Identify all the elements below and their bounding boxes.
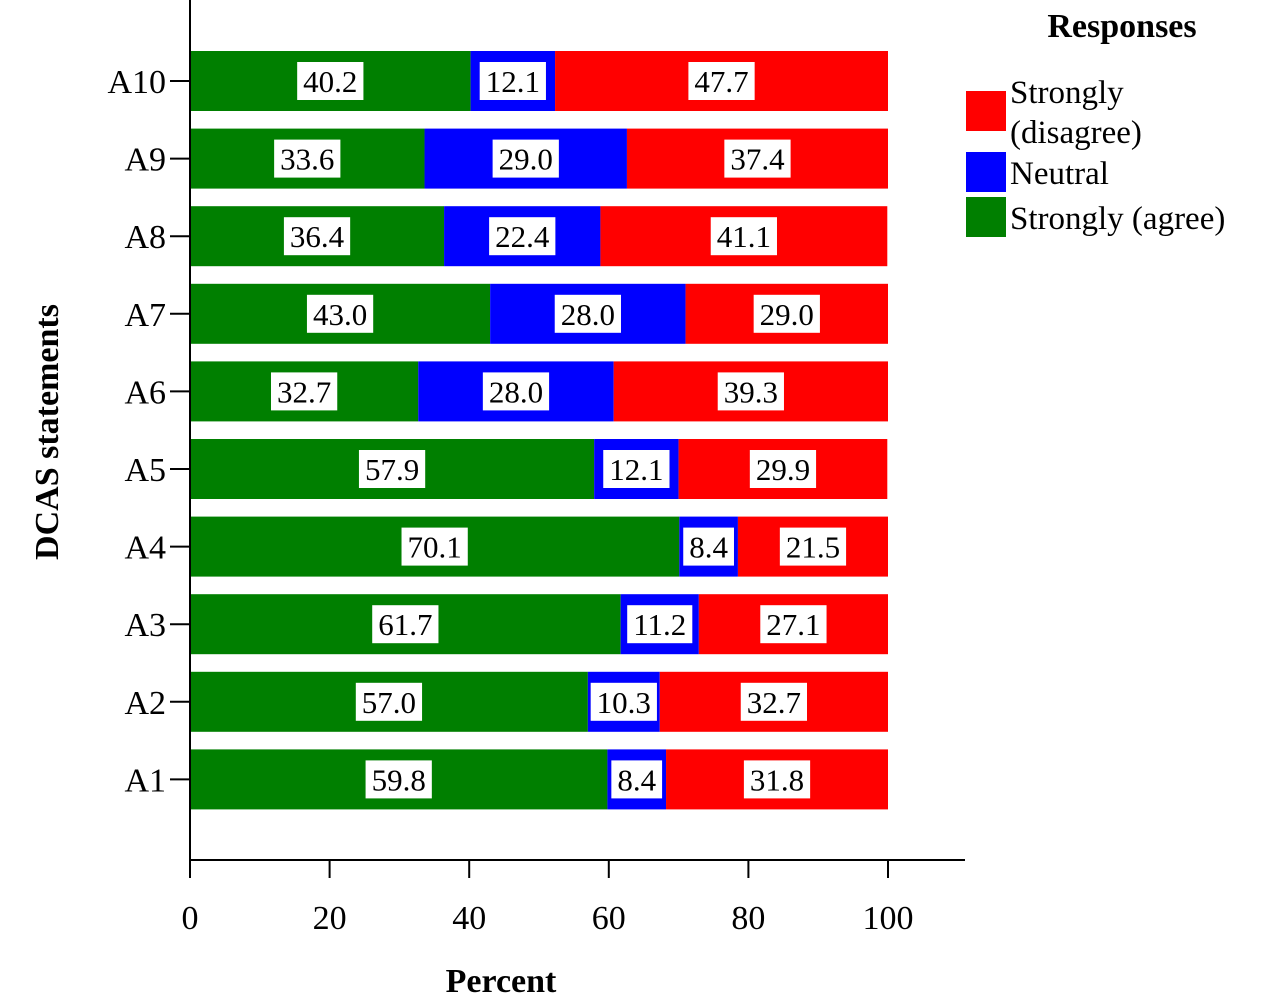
y-tick-label: A8 <box>124 219 166 256</box>
bars-group <box>190 51 888 810</box>
bar-label: 29.9 <box>756 452 810 487</box>
bar-label-box <box>710 217 777 256</box>
bar-label-box <box>590 682 657 721</box>
bar-label-box <box>355 682 423 721</box>
y-tick-label: A7 <box>124 297 166 334</box>
bar-label: 8.4 <box>617 762 656 797</box>
legend: Responses Strongly (disagree) Neutral Stron… <box>966 8 1225 237</box>
y-axis-title: DCAS statements <box>29 304 66 560</box>
bar-label-box <box>492 139 559 178</box>
y-tick-label: A3 <box>124 607 166 644</box>
bar-label: 22.4 <box>495 219 550 254</box>
bar-label-box <box>270 372 338 411</box>
x-tick-label: 60 <box>592 900 626 937</box>
bar-label: 43.0 <box>313 297 367 332</box>
bar-label-box <box>283 217 351 256</box>
bar-label: 29.0 <box>760 297 814 332</box>
legend-swatch <box>966 91 1006 131</box>
bar-label: 21.5 <box>786 530 840 565</box>
x-tick-label: 100 <box>863 900 914 937</box>
y-tick-label: A10 <box>107 64 166 101</box>
y-tick-label: A4 <box>124 530 166 567</box>
bar-label-box <box>724 139 791 178</box>
legend-label: Strongly (agree) <box>1010 201 1225 237</box>
bar-label-box <box>489 217 556 256</box>
bar-label: 39.3 <box>724 374 778 409</box>
x-tick-label: 0 <box>182 900 199 937</box>
bar-label-box <box>627 605 693 644</box>
bar-label: 40.2 <box>303 64 357 99</box>
bar-label-box <box>603 450 670 488</box>
bar-label-box <box>749 450 817 488</box>
x-ticks-group: 0 20 40 60 80 100 <box>182 860 914 937</box>
y-tick-label: A1 <box>124 762 166 799</box>
bar-label-box <box>297 62 364 100</box>
bar-label-box <box>760 605 827 644</box>
bar-label-box <box>717 372 784 411</box>
legend-swatch <box>966 152 1006 192</box>
bar-label: 41.1 <box>717 219 771 254</box>
bar-label: 59.8 <box>372 762 426 797</box>
bar-labels-group: 40.2 12.1 47.7 33.6 29.0 37.4 36.4 22.4 41.1 43.0… <box>270 62 847 799</box>
bar-label: 32.7 <box>277 374 331 409</box>
bar-label-box <box>372 605 439 644</box>
bar-label-box <box>554 294 621 333</box>
bar-label-box <box>743 760 811 799</box>
legend-label: (disagree) <box>1010 115 1142 151</box>
bar-label: 70.1 <box>408 530 462 565</box>
bar-label: 28.0 <box>561 297 615 332</box>
bar-label: 11.2 <box>633 607 686 642</box>
bar-label-box <box>358 450 426 488</box>
x-tick-label: 80 <box>731 900 765 937</box>
bar-label-box <box>688 62 755 100</box>
bar-label: 36.4 <box>290 219 345 254</box>
y-tick-label: A5 <box>124 452 166 489</box>
bar-label: 47.7 <box>694 64 748 99</box>
x-axis-title: Percent <box>446 963 557 995</box>
x-tick-label: 20 <box>313 900 347 937</box>
legend-title: Responses <box>1047 8 1196 45</box>
y-ticks-group: A10 A9 A8 A7 A6 A5 A4 A3 A2 A1 <box>107 64 190 799</box>
axes-group <box>189 0 965 861</box>
bar-label: 57.9 <box>365 452 419 487</box>
bar-label-box <box>482 372 550 411</box>
bar-label: 33.6 <box>280 142 334 177</box>
bar-label: 12.1 <box>609 452 663 487</box>
legend-label: Strongly <box>1010 75 1124 111</box>
bar-label: 57.0 <box>362 685 416 720</box>
bar-label-box <box>401 527 468 566</box>
bar-label: 32.7 <box>747 685 801 720</box>
bar-label-box <box>683 527 734 566</box>
bar-label-box <box>611 760 663 799</box>
bar-label-box <box>479 62 546 100</box>
bar-label: 31.8 <box>750 762 804 797</box>
bar-label-box <box>274 139 341 178</box>
bar-label: 10.3 <box>597 685 651 720</box>
y-tick-label: A6 <box>124 374 166 411</box>
bar-label: 27.1 <box>766 607 820 642</box>
bar-label-box <box>740 682 808 721</box>
bar-label: 29.0 <box>499 142 553 177</box>
bar-label: 37.4 <box>730 142 785 177</box>
bar-label: 12.1 <box>486 64 540 99</box>
x-tick-label: 40 <box>452 900 486 937</box>
bar-label-box <box>753 294 820 333</box>
bar-label-box <box>779 527 847 566</box>
bar-label: 28.0 <box>489 374 543 409</box>
bar-label: 8.4 <box>689 530 728 565</box>
bar-label: 61.7 <box>378 607 432 642</box>
y-tick-label: A2 <box>124 685 166 722</box>
legend-swatch <box>966 197 1006 237</box>
bar-label-box <box>306 294 374 333</box>
y-tick-label: A9 <box>124 142 166 179</box>
legend-label: Neutral <box>1010 156 1109 192</box>
bar-label-box <box>365 760 432 799</box>
